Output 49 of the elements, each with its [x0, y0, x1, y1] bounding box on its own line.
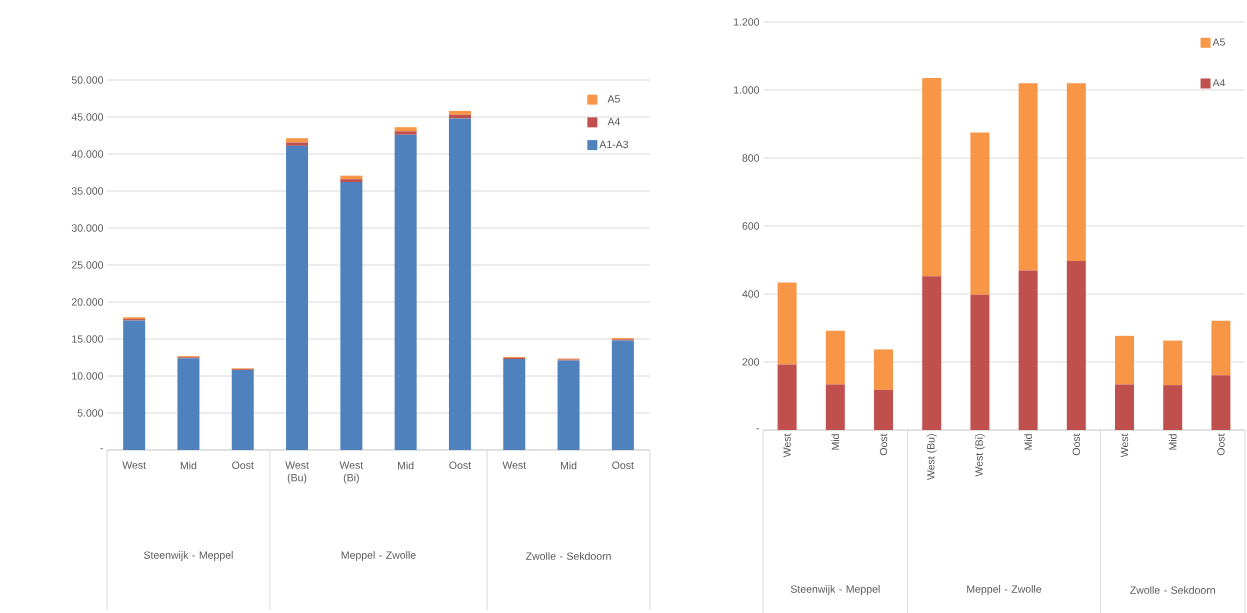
x-tick-label: West (Bi): [339, 461, 364, 484]
y-tick-label: 1.000: [734, 86, 760, 94]
x-tick-label: Oost: [1072, 433, 1081, 456]
x-tick-label: Oost: [879, 433, 888, 456]
x-tick-label: West (Bu): [285, 461, 309, 484]
y-tick-label: 50.000: [71, 76, 104, 84]
text: Steenwijk - Meppel: [144, 551, 233, 561]
y-tick-label: 5.000: [77, 409, 104, 417]
legend-label: A5: [1212, 38, 1225, 46]
y-tick-label: 1.200: [734, 18, 760, 26]
x-tick-label: West (Bi): [975, 434, 985, 477]
y-tick-label: 400: [742, 290, 760, 298]
y-tick-label: -: [756, 428, 760, 430]
x-tick-label: West: [502, 461, 527, 469]
y-tick-label: 20.000: [71, 298, 104, 306]
y-tick-label: 10.000: [72, 372, 104, 380]
x-tick-label: West: [783, 433, 791, 458]
x-tick-label: Mid: [1168, 434, 1177, 450]
x-tick-label: Oost: [232, 461, 254, 469]
text: Zwolle - Sekdoorn: [1130, 586, 1215, 594]
text: Meppel - Zwolle: [341, 551, 416, 561]
x-tick-label: West (Bu): [926, 434, 937, 480]
x-tick-label: Mid: [560, 461, 577, 470]
y-tick-label: 600: [742, 222, 760, 230]
x-tick-label: West: [1120, 433, 1129, 458]
x-tick-label: Oost: [1217, 433, 1225, 456]
x-tick-label: Mid: [1024, 434, 1032, 450]
legend-label: A4: [607, 117, 621, 126]
legend-label: A4: [1212, 79, 1226, 87]
text: Zwolle - Sekdoorn: [525, 552, 611, 560]
text: Steenwijk - Meppel: [790, 585, 880, 595]
y-tick-label: 800: [742, 154, 760, 162]
y-tick-label: 40.000: [71, 150, 104, 158]
x-tick-label: Mid: [180, 461, 197, 470]
y-tick-label: 45.000: [71, 113, 104, 121]
text: Meppel - Zwolle: [967, 585, 1042, 595]
x-tick-label: Oost: [449, 461, 471, 469]
y-tick-label: 35.000: [71, 187, 104, 195]
legend-label: A1-A3: [599, 140, 629, 149]
y-tick-label: -: [100, 448, 104, 450]
x-tick-label: Oost: [612, 461, 634, 469]
x-tick-label: Mid: [831, 434, 840, 450]
y-tick-label: 30.000: [71, 224, 104, 232]
y-tick-label: 15.000: [72, 335, 104, 343]
x-tick-label: West: [122, 461, 146, 469]
x-tick-label: Mid: [398, 461, 414, 470]
legend-label: A5: [607, 95, 620, 103]
y-tick-label: 200: [742, 358, 760, 366]
y-tick-label: 25.000: [71, 261, 104, 269]
